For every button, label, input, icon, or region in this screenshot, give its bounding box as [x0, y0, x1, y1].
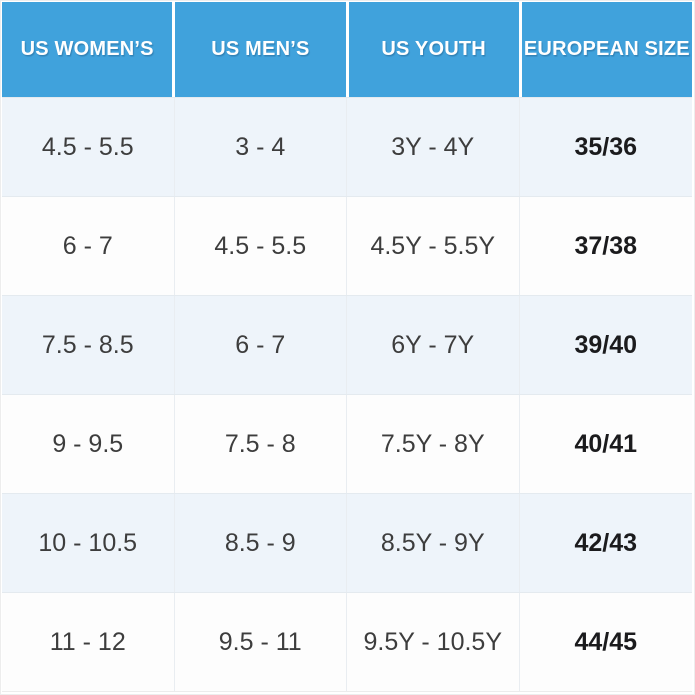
cell-european-size: 37/38: [574, 231, 638, 260]
table-row: 6 - 7 4.5 - 5.5 4.5Y - 5.5Y 37/38: [2, 196, 692, 295]
cell-us-youth: 4.5Y - 5.5Y: [347, 197, 520, 295]
column-header-us-youth: US YOUTH: [348, 2, 519, 97]
cell-us-mens: 9.5 - 11: [175, 593, 347, 691]
table-row: 9 - 9.5 7.5 - 8 7.5Y - 8Y 40/41: [2, 394, 692, 493]
cell-us-womens: 9 - 9.5: [2, 395, 175, 493]
cell-us-womens: 10 - 10.5: [2, 494, 175, 592]
cell-european-size: 42/43: [574, 528, 638, 557]
table-row: 4.5 - 5.5 3 - 4 3Y - 4Y 35/36: [2, 97, 692, 196]
cell-european-size: 44/45: [574, 627, 638, 656]
cell-us-mens: 4.5 - 5.5: [175, 197, 347, 295]
column-header-us-womens: US WOMEN’S: [2, 2, 173, 97]
column-header-us-mens: US MEN’S: [175, 2, 346, 97]
column-header-european-size: EUROPEAN SIZE: [521, 2, 692, 97]
table-row: 11 - 12 9.5 - 11 9.5Y - 10.5Y 44/45: [2, 592, 692, 691]
cell-european-size: 35/36: [574, 132, 638, 161]
cell-european-size: 39/40: [574, 330, 638, 359]
cell-us-mens: 7.5 - 8: [175, 395, 347, 493]
cell-us-mens: 3 - 4: [175, 98, 347, 196]
cell-us-mens: 8.5 - 9: [175, 494, 347, 592]
cell-european-size: 40/41: [574, 429, 638, 458]
cell-us-youth: 7.5Y - 8Y: [347, 395, 520, 493]
cell-us-womens: 7.5 - 8.5: [2, 296, 175, 394]
cell-us-youth: 6Y - 7Y: [347, 296, 520, 394]
cell-us-womens: 6 - 7: [2, 197, 175, 295]
cell-us-youth: 8.5Y - 9Y: [347, 494, 520, 592]
cell-us-youth: 3Y - 4Y: [347, 98, 520, 196]
cell-us-womens: 4.5 - 5.5: [2, 98, 175, 196]
table-header-row: US WOMEN’S US MEN’S US YOUTH EUROPEAN SI…: [2, 2, 692, 97]
table-row: 10 - 10.5 8.5 - 9 8.5Y - 9Y 42/43: [2, 493, 692, 592]
cell-us-youth: 9.5Y - 10.5Y: [347, 593, 520, 691]
table-row: 7.5 - 8.5 6 - 7 6Y - 7Y 39/40: [2, 295, 692, 394]
cell-us-womens: 11 - 12: [2, 593, 175, 691]
cell-us-mens: 6 - 7: [175, 296, 347, 394]
